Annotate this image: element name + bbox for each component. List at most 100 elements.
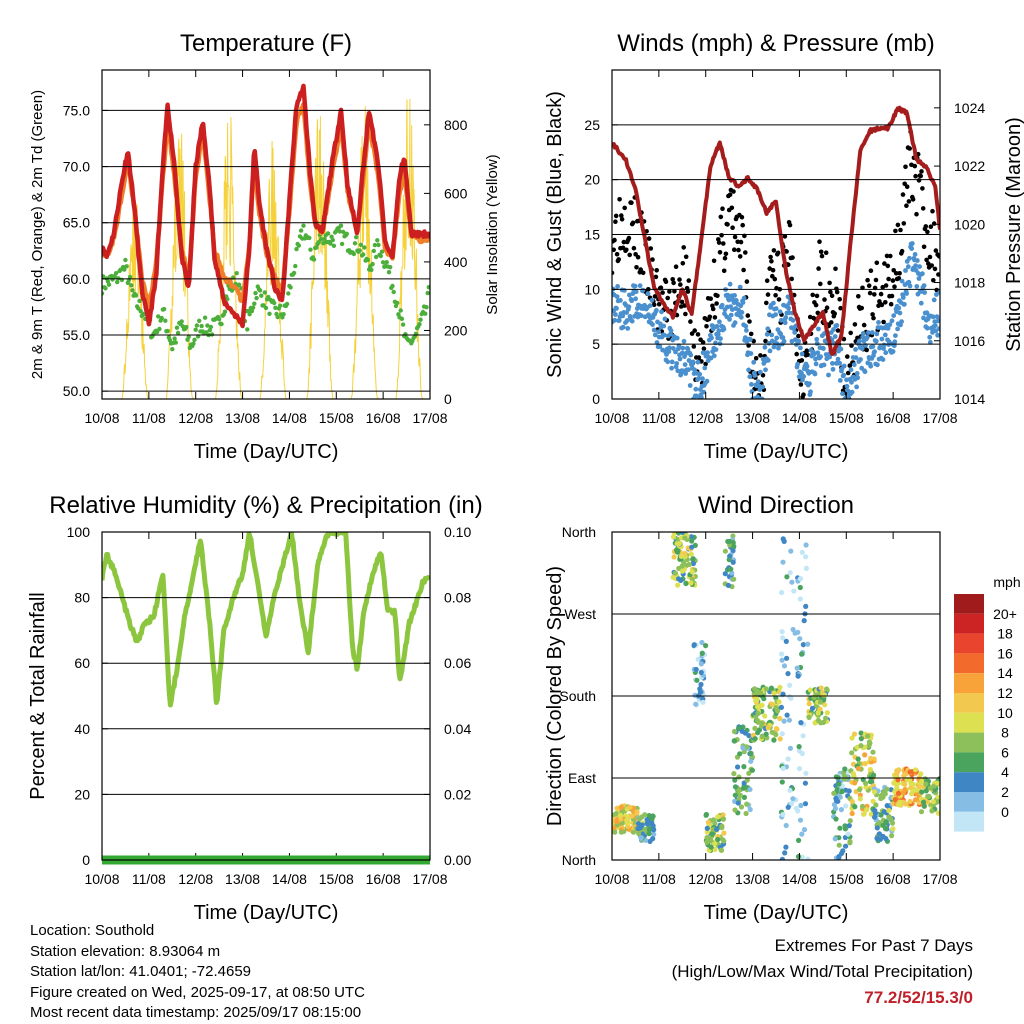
direction-point <box>802 780 809 786</box>
sonic-wind-point <box>732 320 738 326</box>
direction-point <box>782 850 788 856</box>
gust-point <box>818 249 824 255</box>
sonic-wind-point <box>680 345 686 351</box>
direction-point <box>690 560 697 567</box>
dewpoint-point <box>388 265 393 270</box>
direction-point <box>708 844 714 850</box>
dewpoint-point <box>174 325 180 330</box>
direction-point <box>935 794 940 801</box>
gust-point <box>716 240 722 245</box>
plot-area <box>102 83 430 399</box>
x-tick-label: 12/08 <box>688 871 723 887</box>
direction-point <box>789 800 795 806</box>
sonic-wind-point <box>920 271 925 277</box>
direction-point <box>876 831 883 837</box>
y-tick-label-right: 0.08 <box>444 590 471 606</box>
location-text: Location: Southold <box>30 922 155 939</box>
sonic-wind-point <box>807 381 812 386</box>
direction-point <box>797 596 803 602</box>
direction-point <box>773 732 779 738</box>
sonic-wind-point <box>907 255 912 261</box>
sonic-wind-point <box>741 295 747 301</box>
sonic-wind-point <box>696 376 701 381</box>
sonic-wind-point <box>782 320 788 326</box>
dewpoint-point <box>380 260 386 265</box>
sonic-wind-point <box>914 258 920 263</box>
colorbar-label: 14 <box>997 665 1013 681</box>
gust-point <box>656 302 662 307</box>
direction-point <box>857 792 863 798</box>
dewpoint-point <box>395 300 400 306</box>
gust-point <box>815 310 821 316</box>
gust-point <box>768 254 773 260</box>
direction-point <box>731 728 738 735</box>
direction-point <box>759 720 766 726</box>
dewpoint-point <box>321 241 326 246</box>
x-tick-label: 17/08 <box>412 410 447 426</box>
sonic-wind-point <box>796 374 802 380</box>
dewpoint-point <box>417 322 422 327</box>
sonic-wind-point <box>743 323 749 329</box>
dewpoint-point <box>311 257 317 262</box>
sonic-wind-point <box>744 328 749 333</box>
gust-point <box>736 247 741 253</box>
direction-point <box>763 686 770 692</box>
direction-point <box>758 690 764 696</box>
direction-point <box>754 717 760 723</box>
direction-point <box>919 789 925 795</box>
gust-point <box>743 250 748 255</box>
direction-point <box>784 574 790 580</box>
direction-point <box>651 831 657 837</box>
sonic-wind-point <box>862 369 868 375</box>
sonic-wind-point <box>774 335 780 341</box>
dewpoint-point <box>184 324 189 330</box>
gust-point <box>896 276 902 281</box>
sonic-wind-point <box>790 317 796 323</box>
dewpoint-point <box>103 286 108 291</box>
sonic-wind-point <box>692 367 698 373</box>
gust-point <box>819 253 825 259</box>
colorbar-swatch <box>954 633 984 654</box>
gust-point <box>845 370 851 376</box>
direction-point <box>732 807 738 813</box>
direction-point <box>797 636 803 642</box>
latlon-text: Station lat/lon: 41.0401; -72.4659 <box>30 963 252 980</box>
direction-point <box>935 810 940 816</box>
sonic-wind-point <box>783 315 789 320</box>
sonic-wind-point <box>917 264 922 269</box>
y-axis-label: Direction (Colored By Speed) <box>544 566 566 826</box>
direction-point <box>845 831 851 837</box>
direction-point <box>675 582 681 588</box>
gust-point <box>737 254 743 259</box>
dewpoint-point <box>351 251 357 257</box>
gust-point <box>773 293 778 298</box>
direction-point <box>787 787 793 793</box>
direction-point <box>882 826 889 832</box>
sonic-wind-point <box>892 339 898 345</box>
direction-point <box>740 745 746 751</box>
dewpoint-point <box>371 248 376 254</box>
dewpoint-point <box>296 243 301 248</box>
sonic-wind-point <box>907 283 913 289</box>
y-tick-label: 50.0 <box>63 383 90 399</box>
direction-point <box>630 829 637 835</box>
sonic-wind-point <box>899 319 904 324</box>
direction-point <box>867 767 874 773</box>
direction-point <box>704 825 710 832</box>
gust-point <box>912 163 918 169</box>
x-tick-label: 12/08 <box>178 871 213 887</box>
sonic-wind-point <box>738 314 744 320</box>
dewpoint-point <box>354 235 359 240</box>
sonic-wind-point <box>889 318 895 324</box>
direction-point <box>930 799 937 805</box>
dewpoint-point <box>331 243 337 248</box>
direction-point <box>832 805 839 812</box>
gust-point <box>937 254 940 259</box>
dewpoint-point <box>186 334 191 340</box>
sonic-wind-point <box>935 332 940 338</box>
station-info: Location: Southold Station elevation: 8.… <box>30 921 365 1024</box>
direction-point <box>833 795 839 802</box>
sonic-wind-point <box>765 326 771 332</box>
dewpoint-point <box>154 329 160 335</box>
x-tick-label: 14/08 <box>272 410 307 426</box>
